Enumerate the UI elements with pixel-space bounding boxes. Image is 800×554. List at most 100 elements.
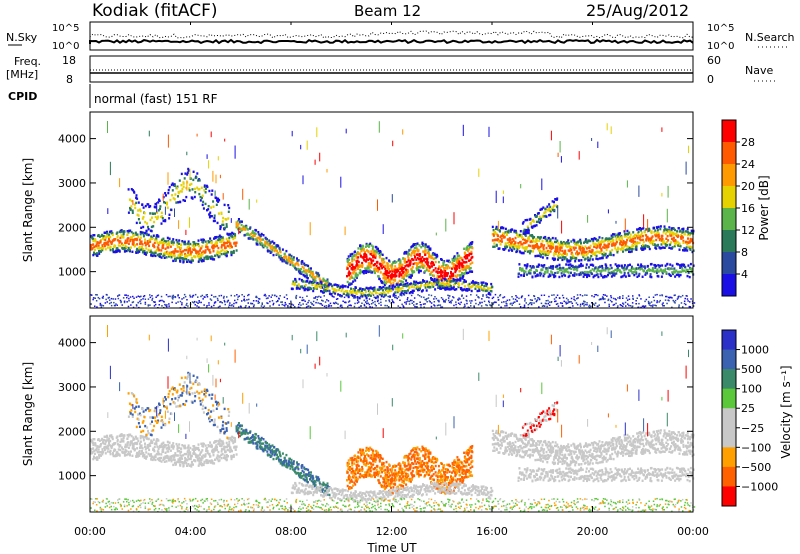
power-echo	[564, 252, 567, 255]
power-echo	[579, 271, 582, 274]
power-echo	[672, 272, 674, 276]
power-echo	[215, 240, 218, 243]
power-echo	[546, 242, 549, 245]
power-echo	[322, 277, 325, 280]
power-ground-echo	[678, 304, 680, 306]
power-echo	[352, 288, 355, 291]
power-echo	[553, 252, 556, 255]
power-echo	[483, 288, 486, 291]
power-echo	[545, 215, 548, 218]
power-echo	[346, 267, 349, 270]
power-echo	[522, 241, 525, 245]
power-echo	[465, 280, 467, 283]
power-ground-echo	[380, 304, 382, 306]
power-ground-echo	[482, 295, 484, 297]
power-ground-echo	[409, 299, 412, 302]
power-echo	[116, 239, 119, 242]
power-ground-echo	[400, 294, 403, 297]
power-ground-echo	[395, 294, 397, 297]
power-echo	[681, 270, 684, 273]
power-echo	[187, 259, 190, 262]
power-echo	[146, 222, 149, 225]
power-echo	[163, 241, 166, 245]
y-tick-label: 3000	[58, 177, 86, 190]
power-echo	[366, 249, 368, 252]
power-echo	[419, 269, 422, 273]
power-echo	[198, 252, 201, 255]
power-ground-echo	[654, 304, 656, 306]
power-echo	[137, 248, 140, 252]
power-noise-streak	[624, 218, 626, 232]
power-echo	[215, 252, 218, 255]
power-echo	[645, 237, 648, 240]
power-echo	[426, 280, 429, 283]
power-echo	[404, 274, 407, 277]
power-noise-streak	[344, 226, 346, 236]
power-echo	[420, 246, 423, 249]
power-echo	[150, 254, 153, 257]
power-echo	[365, 253, 368, 257]
power-heatmap-data	[89, 121, 696, 309]
power-ground-echo	[357, 299, 359, 302]
power-echo	[436, 274, 439, 277]
power-ground-echo	[581, 295, 584, 297]
power-ground-echo	[528, 302, 531, 305]
power-ground-echo	[534, 298, 536, 300]
power-ground-echo	[582, 302, 585, 305]
power-ground-echo	[670, 296, 672, 299]
power-echo	[604, 269, 607, 272]
power-echo	[576, 242, 579, 246]
power-noise-streak	[435, 232, 437, 236]
power-echo	[639, 235, 642, 238]
power-echo	[529, 269, 532, 272]
power-ground-echo	[640, 298, 642, 300]
power-echo	[305, 276, 308, 279]
power-echo	[521, 222, 524, 225]
power-ground-echo	[612, 297, 615, 300]
power-echo	[446, 282, 449, 285]
power-noise-streak	[638, 185, 640, 197]
power-ground-echo	[233, 295, 236, 297]
power-echo	[202, 238, 205, 242]
power-echo	[192, 259, 194, 262]
power-ground-echo	[492, 296, 495, 299]
power-echo	[147, 228, 150, 231]
power-ground-echo	[151, 295, 153, 297]
power-ground-echo	[161, 305, 163, 307]
power-echo	[590, 254, 593, 258]
power-echo	[269, 242, 271, 246]
power-echo	[373, 269, 376, 273]
power-echo	[607, 245, 609, 249]
power-echo	[188, 189, 191, 192]
power-echo	[131, 189, 134, 192]
power-echo	[162, 237, 165, 240]
power-ground-echo	[368, 303, 371, 306]
power-echo	[402, 281, 405, 284]
power-echo	[468, 267, 471, 271]
power-ground-echo	[119, 299, 122, 302]
power-echo	[412, 243, 415, 246]
power-echo	[430, 262, 433, 265]
power-echo	[541, 207, 543, 211]
power-echo	[560, 246, 563, 249]
power-echo	[394, 265, 397, 268]
power-echo	[674, 275, 677, 278]
power-echo	[361, 288, 364, 291]
power-echo	[687, 271, 690, 274]
power-echo	[623, 266, 626, 269]
power-echo	[146, 242, 149, 246]
power-echo	[228, 240, 231, 244]
power-echo	[441, 271, 444, 274]
power-echo	[386, 269, 389, 273]
power-echo	[262, 234, 265, 237]
power-ground-echo	[164, 303, 166, 306]
power-echo	[126, 239, 129, 243]
power-echo	[459, 279, 462, 282]
power-echo	[559, 256, 562, 259]
power-echo	[231, 251, 234, 255]
power-echo	[621, 266, 624, 269]
power-echo	[567, 263, 570, 266]
power-echo	[442, 282, 445, 285]
power-echo	[194, 191, 197, 194]
power-echo	[297, 264, 300, 267]
